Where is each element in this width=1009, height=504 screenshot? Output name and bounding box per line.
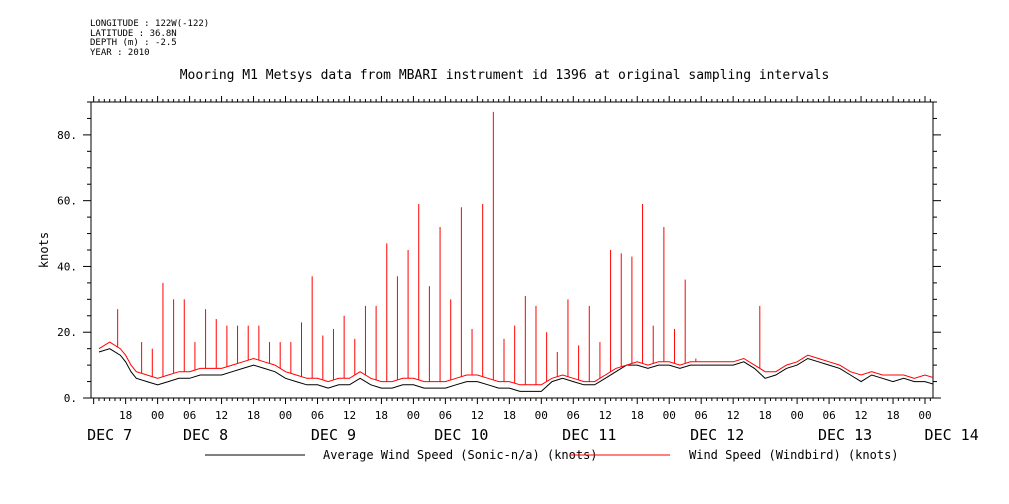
x-hour-tick-label: 18 [119, 409, 132, 422]
x-hour-tick-label: 06 [567, 409, 580, 422]
meta-depth: DEPTH (m) : -2.5 [90, 38, 177, 48]
x-hour-tick-label: 00 [279, 409, 292, 422]
y-tick-label: 20. [57, 326, 77, 339]
x-hour-tick-label: 06 [439, 409, 452, 422]
x-hour-tick-label: 12 [343, 409, 356, 422]
metadata-block: LONGITUDE : 122W(-122) LATITUDE : 36.8N … [90, 19, 210, 58]
meta-longitude: LONGITUDE : 122W(-122) [90, 19, 210, 29]
x-day-label: DEC 10 [434, 426, 488, 444]
x-hour-tick-label: 00 [790, 409, 803, 422]
y-axis-label: knots [37, 232, 51, 268]
x-hour-tick-label: 18 [631, 409, 644, 422]
x-hour-tick-label: 06 [311, 409, 324, 422]
x-day-label: DEC 9 [311, 426, 356, 444]
x-hour-tick-label: 12 [599, 409, 612, 422]
series-windbird-line [98, 341, 933, 386]
y-tick-label: 80. [57, 129, 77, 142]
chart-title: Mooring M1 Metsys data from MBARI instru… [179, 68, 830, 83]
x-day-label: DEC 7 [87, 426, 132, 444]
x-hour-tick-label: 00 [663, 409, 676, 422]
series-average-wind-line [98, 348, 933, 392]
meta-latitude: LATITUDE : 36.8N [90, 28, 177, 39]
x-hour-tick-label: 12 [854, 409, 867, 422]
x-hour-tick-label: 18 [503, 409, 516, 422]
y-tick-label: 60. [57, 195, 77, 208]
x-hour-tick-label: 18 [247, 409, 260, 422]
x-hour-tick-label: 12 [215, 409, 228, 422]
x-hour-tick-label: 06 [183, 409, 196, 422]
x-hour-tick-label: 06 [695, 409, 708, 422]
x-hour-tick-label: 18 [759, 409, 772, 422]
x-day-label: DEC 14 [925, 426, 979, 444]
meta-year: YEAR : 2010 [90, 47, 150, 58]
x-hour-tick-label: 00 [918, 409, 931, 422]
x-day-label: DEC 12 [690, 426, 744, 444]
x-day-label: DEC 8 [183, 426, 228, 444]
y-tick-label: 0. [64, 392, 77, 405]
x-hour-tick-label: 00 [535, 409, 548, 422]
x-hour-tick-label: 12 [727, 409, 740, 422]
x-hour-tick-label: 18 [375, 409, 388, 422]
y-tick-label: 40. [57, 260, 77, 273]
x-hour-tick-label: 18 [886, 409, 899, 422]
x-hour-tick-label: 06 [822, 409, 835, 422]
x-hour-tick-label: 12 [471, 409, 484, 422]
x-hour-tick-label: 00 [151, 409, 164, 422]
x-hour-tick-label: 00 [407, 409, 420, 422]
plot-frame [90, 101, 934, 399]
x-day-label: DEC 11 [562, 426, 616, 444]
x-day-label: DEC 13 [818, 426, 872, 444]
